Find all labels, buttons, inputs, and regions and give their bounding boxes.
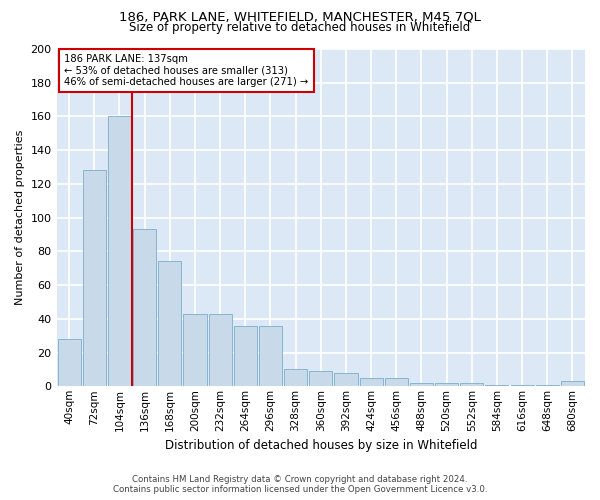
- Text: 186, PARK LANE, WHITEFIELD, MANCHESTER, M45 7QL: 186, PARK LANE, WHITEFIELD, MANCHESTER, …: [119, 10, 481, 23]
- Bar: [108, 116, 131, 386]
- Bar: [58, 339, 80, 386]
- Bar: [158, 262, 181, 386]
- Bar: [309, 371, 332, 386]
- Bar: [460, 383, 484, 386]
- Bar: [209, 314, 232, 386]
- Bar: [334, 373, 358, 386]
- Bar: [561, 381, 584, 386]
- Bar: [410, 383, 433, 386]
- Text: Size of property relative to detached houses in Whitefield: Size of property relative to detached ho…: [130, 21, 470, 34]
- Bar: [184, 314, 206, 386]
- Bar: [536, 384, 559, 386]
- Text: 186 PARK LANE: 137sqm
← 53% of detached houses are smaller (313)
46% of semi-det: 186 PARK LANE: 137sqm ← 53% of detached …: [64, 54, 309, 88]
- Bar: [83, 170, 106, 386]
- Y-axis label: Number of detached properties: Number of detached properties: [15, 130, 25, 306]
- Bar: [435, 383, 458, 386]
- Bar: [133, 230, 156, 386]
- Bar: [234, 326, 257, 386]
- Bar: [259, 326, 282, 386]
- Bar: [359, 378, 383, 386]
- Bar: [485, 384, 508, 386]
- Bar: [284, 370, 307, 386]
- X-axis label: Distribution of detached houses by size in Whitefield: Distribution of detached houses by size …: [164, 440, 477, 452]
- Bar: [385, 378, 408, 386]
- Bar: [511, 384, 533, 386]
- Text: Contains HM Land Registry data © Crown copyright and database right 2024.
Contai: Contains HM Land Registry data © Crown c…: [113, 474, 487, 494]
